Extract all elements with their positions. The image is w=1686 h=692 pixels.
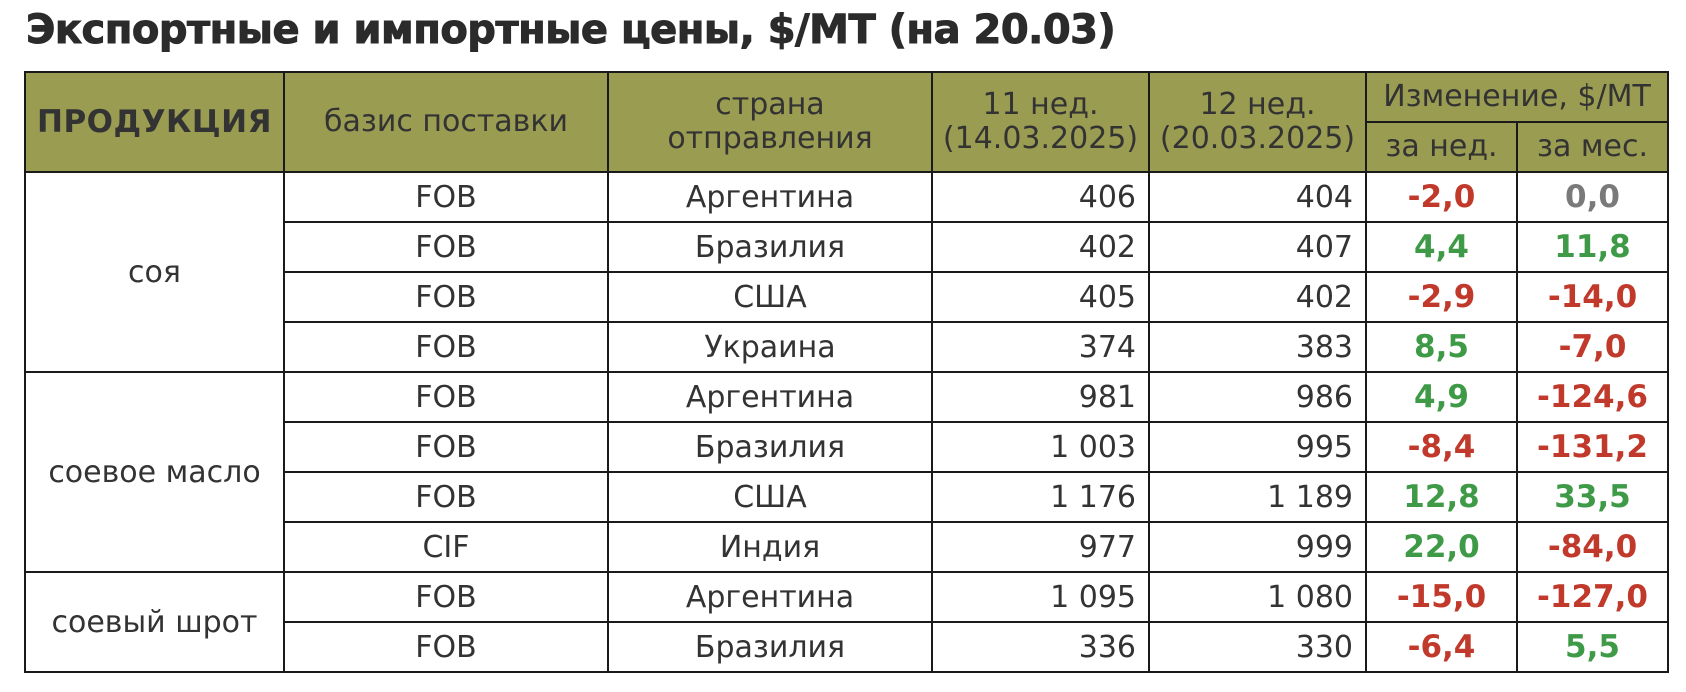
table-row: соевое масло FOB Аргентина 981 986 4,9 -124,6 (24, 371, 1670, 573)
basis-cell: CIF (283, 521, 609, 573)
monthly-change-cell: -127,0 (1515, 571, 1670, 623)
weekly-change-cell: -15,0 (1365, 571, 1518, 623)
week12-price-cell: 986 (1148, 371, 1367, 423)
monthly-change-cell: 5,5 (1515, 621, 1670, 673)
header-country: страна отправления (607, 71, 933, 173)
basis-cell: FOB (283, 571, 609, 623)
header-week11-line2: (14.03.2025) (942, 121, 1139, 156)
monthly-change-cell: -131,2 (1515, 421, 1670, 473)
monthly-change-cell: -84,0 (1515, 521, 1670, 573)
week11-price-cell: 402 (931, 221, 1150, 273)
weekly-change-cell: 8,5 (1365, 321, 1518, 373)
header-per-week: за нед. (1365, 121, 1518, 173)
week12-price-cell: 404 (1148, 171, 1367, 223)
week11-price-cell: 981 (931, 371, 1150, 423)
header-country-line1: страна (715, 87, 825, 123)
week12-price-cell: 999 (1148, 521, 1367, 573)
basis-cell: FOB (283, 321, 609, 373)
week12-price-cell: 330 (1148, 621, 1367, 673)
page-title: Экспортные и импортные цены, $/МТ (на 20… (25, 7, 1116, 54)
table-row: FOB Бразилия 336 330 -6,4 5,5 (25, 621, 1670, 673)
header-per-month: за мес. (1515, 121, 1670, 173)
weekly-change-cell: -2,0 (1365, 171, 1518, 223)
week11-price-cell: 977 (931, 521, 1150, 573)
week11-price-cell: 374 (931, 321, 1150, 373)
week11-price-cell: 405 (931, 271, 1150, 323)
country-cell: Аргентина (607, 371, 933, 423)
country-cell: США (607, 471, 933, 523)
header-week12-line2: (20.03.2025) (1159, 121, 1356, 156)
week12-price-cell: 402 (1148, 271, 1367, 323)
table-row: соевый шрот FOB Аргентина 1 095 1 080 -15,0 -1… (24, 571, 1670, 673)
weekly-change-cell: -8,4 (1365, 421, 1518, 473)
header-week11: 11 нед. (14.03.2025) (931, 71, 1150, 173)
week12-price-cell: 1 080 (1148, 571, 1367, 623)
product-cell: соевый шрот (24, 571, 285, 673)
table-row: FOB США 1 176 1 189 12,8 33,5 (25, 471, 1670, 523)
header-row: ПРОДУКЦИЯ базис поставки страна отправле… (24, 71, 1670, 173)
week12-price-cell: 383 (1148, 321, 1367, 373)
country-cell: Аргентина (607, 171, 933, 223)
product-cell: соя (24, 171, 285, 373)
table-row: FOB США 405 402 -2,9 -14,0 (25, 271, 1670, 323)
country-cell: Бразилия (607, 421, 933, 473)
country-cell: Украина (607, 321, 933, 373)
week11-price-cell: 1 095 (931, 571, 1150, 623)
basis-cell: FOB (283, 171, 609, 223)
weekly-change-cell: 22,0 (1365, 521, 1518, 573)
header-week12-line1: 12 нед. (1199, 87, 1316, 123)
table-row: CIF Индия 977 999 22,0 -84,0 (25, 521, 1670, 573)
weekly-change-cell: -2,9 (1365, 271, 1518, 323)
basis-cell: FOB (283, 471, 609, 523)
header-week12: 12 нед. (20.03.2025) (1148, 71, 1367, 173)
weekly-change-cell: -6,4 (1365, 621, 1518, 673)
table-row: FOB Украина 374 383 8,5 -7,0 (25, 321, 1670, 373)
week12-price-cell: 995 (1148, 421, 1367, 473)
basis-cell: FOB (283, 621, 609, 673)
header-product: ПРОДУКЦИЯ (24, 71, 285, 173)
table-row: соя FOB Аргентина 406 404 -2,0 0,0 (24, 171, 1670, 373)
basis-cell: FOB (283, 421, 609, 473)
monthly-change-cell: 33,5 (1515, 471, 1670, 523)
monthly-change-cell: 11,8 (1515, 221, 1670, 273)
table-row: FOB Бразилия 402 407 4,4 11,8 (25, 221, 1670, 273)
country-cell: США (607, 271, 933, 323)
header-week11-line1: 11 нед. (982, 87, 1099, 123)
monthly-change-cell: -7,0 (1515, 321, 1670, 373)
header-subrow: за нед. за мес. (25, 121, 1670, 173)
country-cell: Аргентина (607, 571, 933, 623)
product-cell: соевое масло (24, 371, 285, 573)
weekly-change-cell: 12,8 (1365, 471, 1518, 523)
header-basis: базис поставки (283, 71, 609, 173)
weekly-change-cell: 4,9 (1365, 371, 1518, 423)
week11-price-cell: 1 003 (931, 421, 1150, 473)
country-cell: Бразилия (607, 221, 933, 273)
monthly-change-cell: -14,0 (1515, 271, 1670, 323)
monthly-change-cell: -124,6 (1515, 371, 1670, 423)
basis-cell: FOB (283, 221, 609, 273)
week12-price-cell: 1 189 (1148, 471, 1367, 523)
week11-price-cell: 1 176 (931, 471, 1150, 523)
table-row: FOB Бразилия 1 003 995 -8,4 -131,2 (25, 421, 1670, 473)
table-body: соя FOB Аргентина 406 404 -2,0 0,0 FOB Бразилия 4… (24, 171, 1670, 673)
header-country-line2: отправления (667, 121, 873, 156)
week12-price-cell: 407 (1148, 221, 1367, 273)
weekly-change-cell: 4,4 (1365, 221, 1518, 273)
basis-cell: FOB (283, 271, 609, 323)
country-cell: Индия (607, 521, 933, 573)
country-cell: Бразилия (607, 621, 933, 673)
monthly-change-cell: 0,0 (1515, 171, 1670, 223)
header-change: Изменение, $/МТ (1364, 71, 1670, 123)
week11-price-cell: 336 (931, 621, 1150, 673)
week11-price-cell: 406 (931, 171, 1150, 223)
basis-cell: FOB (283, 371, 609, 423)
price-table: ПРОДУКЦИЯ базис поставки страна отправле… (24, 71, 1670, 673)
